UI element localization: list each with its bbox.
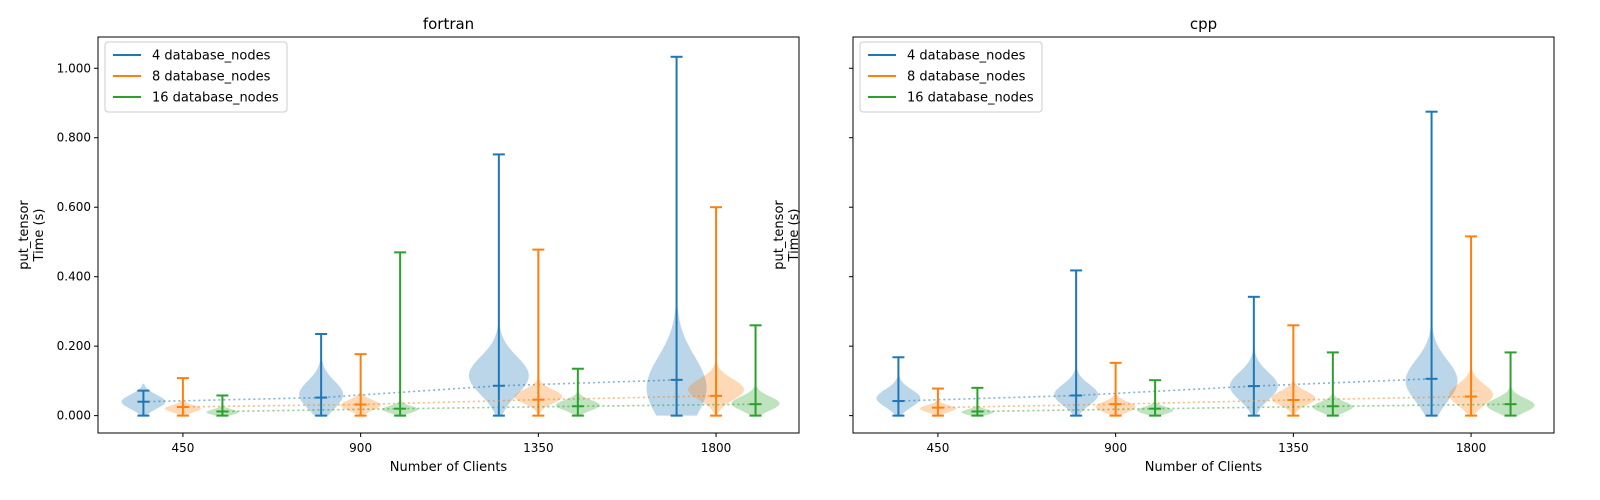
legend-label: 8 database_nodes xyxy=(907,70,1026,85)
median-trend-line xyxy=(182,395,717,408)
x-tick-label: 450 xyxy=(926,441,949,455)
legend-label: 16 database_nodes xyxy=(152,91,279,106)
x-tick-label: 1350 xyxy=(1278,441,1309,455)
panel-fortran: fortran 0.000 0.200 0.400 0.600 0.800 1.000 450… xyxy=(17,15,800,475)
y-axis-label-line: put_tensor xyxy=(17,200,32,270)
legend-box xyxy=(859,41,1043,113)
y-axis-label-line: put_tensor xyxy=(772,200,787,270)
series-4-database_nodes xyxy=(876,110,1458,417)
legend-label: 16 database_nodes xyxy=(907,91,1034,106)
y-tick-label: 0.200 xyxy=(57,339,91,353)
legend-label: 8 database_nodes xyxy=(152,70,271,85)
series-8-database_nodes xyxy=(919,235,1493,417)
x-tick-label: 900 xyxy=(1104,441,1127,455)
legend-label: 4 database_nodes xyxy=(152,49,271,64)
median-trend-line xyxy=(143,379,677,403)
y-tick-label: 0.800 xyxy=(57,131,91,145)
x-tick-label: 1800 xyxy=(1456,441,1487,455)
median-trend-line xyxy=(222,403,756,413)
series-16-database_nodes xyxy=(206,251,780,417)
y-tick-label: 1.000 xyxy=(57,61,91,75)
axes-frame xyxy=(852,36,1555,434)
chart-title: cpp xyxy=(1190,15,1217,33)
legend: 4 database_nodes 8 database_nodes 16 datab… xyxy=(859,41,1043,113)
x-tick-label: 900 xyxy=(349,441,372,455)
x-tick-label: 450 xyxy=(171,441,194,455)
series-8-database_nodes xyxy=(164,206,744,417)
y-axis-label-line: Time (s) xyxy=(32,209,47,263)
x-axis-label: Number of Clients xyxy=(390,460,508,475)
y-tick-label: 0.600 xyxy=(57,200,91,214)
x-tick-label: 1800 xyxy=(701,441,732,455)
y-tick-label: 0.000 xyxy=(57,409,91,423)
panel-cpp: cpp 450 900 1350 1800 Number of Clients put_te… xyxy=(772,15,1555,475)
median-trend-line xyxy=(898,378,1432,402)
legend-label: 4 database_nodes xyxy=(907,49,1026,64)
median-trend-line xyxy=(977,403,1511,413)
y-tick-label: 0.400 xyxy=(57,270,91,284)
legend: 4 database_nodes 8 database_nodes 16 datab… xyxy=(104,41,288,113)
x-axis-label: Number of Clients xyxy=(1145,460,1263,475)
series-16-database_nodes xyxy=(961,351,1535,417)
series-4-database_nodes xyxy=(121,55,707,417)
legend-box xyxy=(104,41,288,113)
x-tick-label: 1350 xyxy=(523,441,554,455)
y-axis-label-line: Time (s) xyxy=(787,209,802,263)
axes-frame xyxy=(97,36,800,434)
y-axis-label: put_tensorTime (s) xyxy=(17,200,47,270)
median-trend-line xyxy=(937,395,1472,409)
y-axis-label: put_tensorTime (s) xyxy=(772,200,802,270)
chart-title: fortran xyxy=(423,15,474,33)
